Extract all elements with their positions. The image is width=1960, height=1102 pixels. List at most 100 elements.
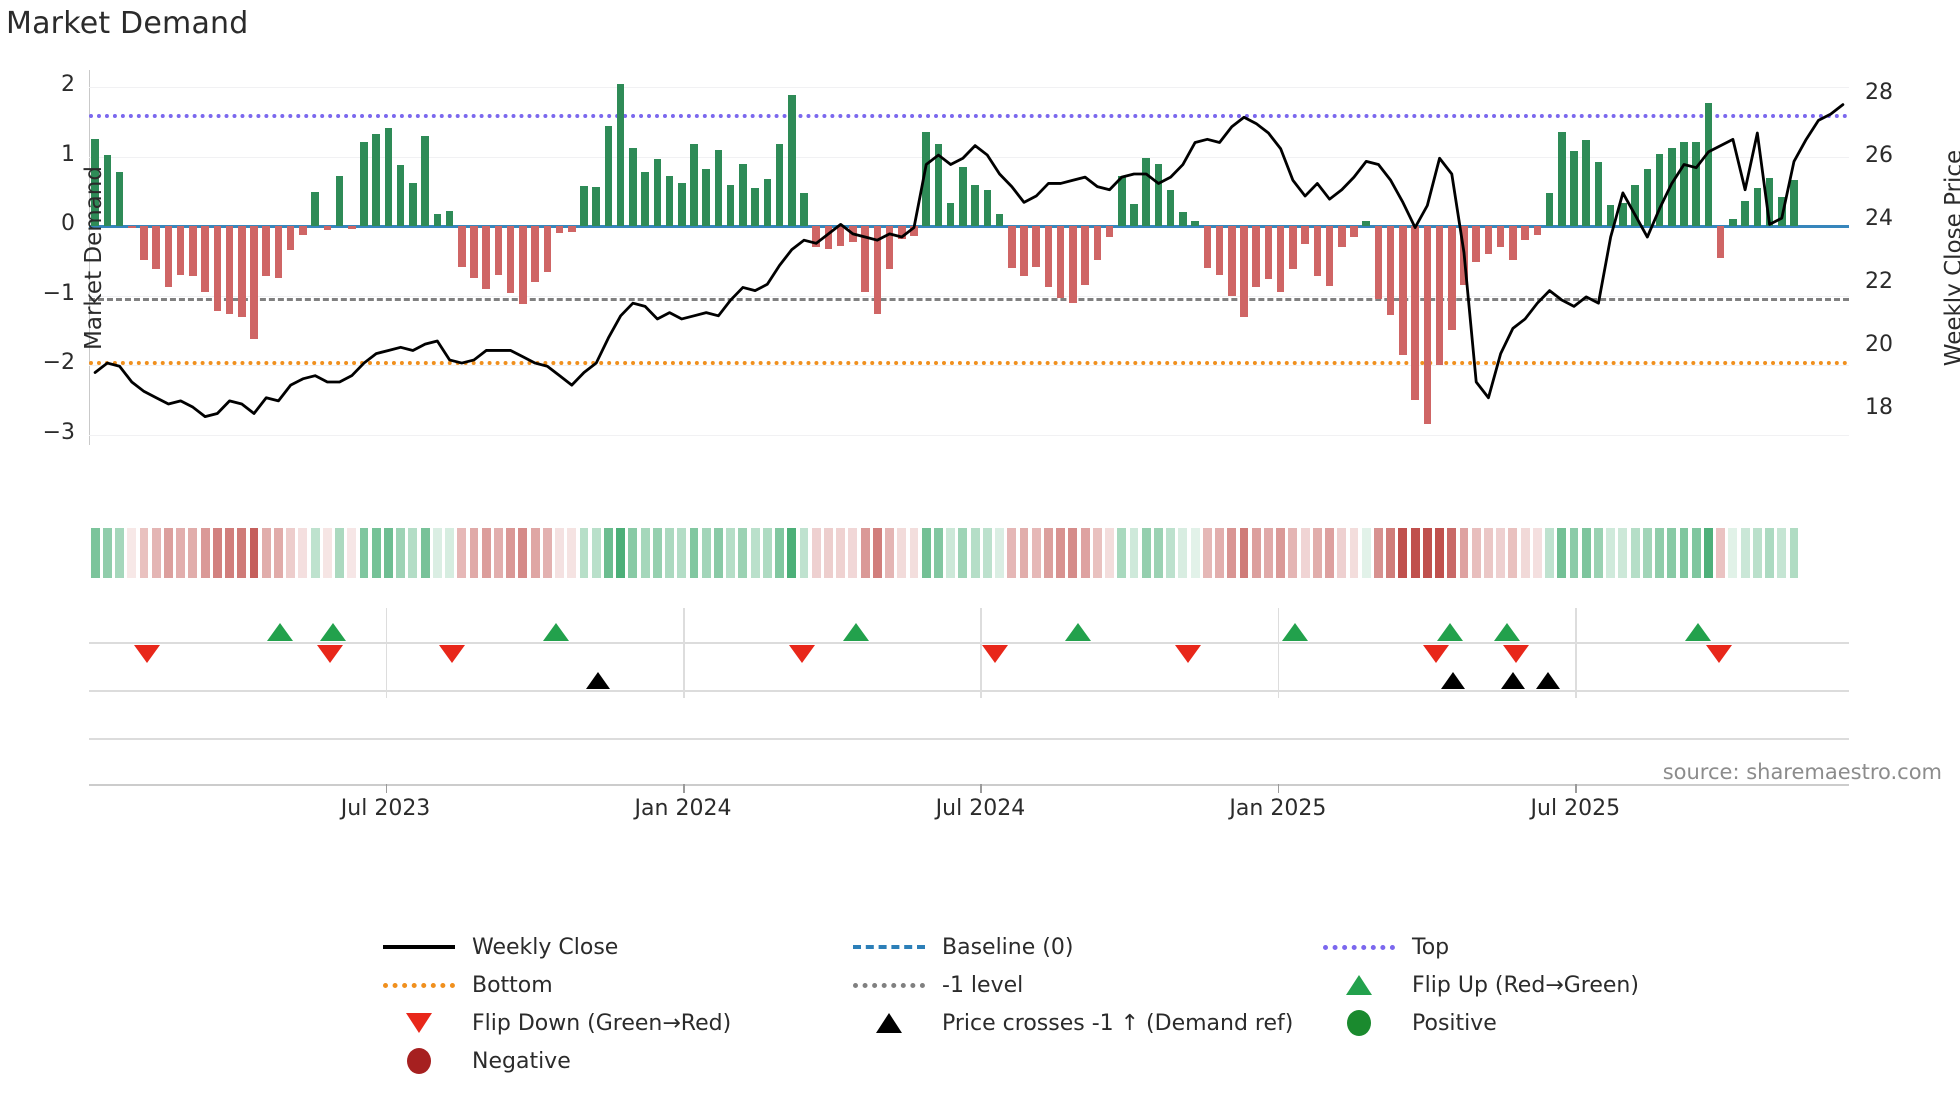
heat-cell [726, 528, 736, 578]
legend-item-bottom: Bottom [380, 973, 850, 998]
demand-bar [1289, 226, 1297, 270]
heat-cell [1056, 528, 1066, 578]
demand-bar [1411, 226, 1419, 400]
heat-cell [1581, 528, 1591, 578]
x-tick-label: Jul 2024 [935, 796, 1026, 821]
legend-item-positive: Positive [1320, 1010, 1700, 1036]
demand-bar [592, 187, 600, 227]
flip-up-marker-icon [843, 623, 870, 641]
legend-item-label: -1 level [942, 972, 1024, 998]
heat-cell [787, 528, 797, 578]
flip-up-marker-icon [1684, 623, 1711, 641]
demand-bar [653, 158, 662, 227]
demand-bar [335, 176, 344, 227]
heat-cell [1227, 528, 1237, 578]
legend-item-label: Flip Up (Red→Green) [1412, 972, 1639, 998]
plot-frame [89, 70, 1849, 445]
demand-bar [1484, 226, 1493, 255]
heat-cell [506, 528, 516, 578]
demand-bar [934, 144, 943, 227]
demand-bar [580, 185, 588, 227]
demand-bar [1325, 226, 1334, 286]
demand-bar [494, 226, 503, 275]
heat-cell [371, 528, 381, 578]
heat-cell [652, 528, 662, 578]
demand-bar [506, 226, 515, 293]
demand-bar [1020, 226, 1028, 277]
demand-bar [1264, 226, 1273, 280]
demand-bar [152, 226, 160, 270]
demand-bar [946, 202, 955, 227]
weekly-close-line-icon [380, 935, 458, 959]
heat-cell [1276, 528, 1286, 578]
demand-bar [1227, 226, 1236, 296]
demand-bar [1447, 226, 1456, 331]
heat-cell [1618, 528, 1628, 578]
heat-cell [811, 528, 821, 578]
chart-legend: Weekly Close Baseline (0) Top Bottom -1 leve… [380, 928, 1700, 1080]
demand-bar [1007, 226, 1016, 268]
demand-bar [274, 226, 283, 278]
demand-bar [299, 226, 307, 235]
flip-down-marker-icon [1705, 645, 1732, 663]
x-tick-mark [980, 784, 983, 793]
flip-down-icon-glyph [406, 1013, 432, 1033]
demand-bar [1276, 226, 1285, 293]
legend-item-label: Flip Down (Green→Red) [472, 1010, 732, 1036]
heat-cell [1679, 528, 1689, 578]
heat-cell [762, 528, 772, 578]
heat-cell [1031, 528, 1041, 578]
demand-bar [1081, 226, 1089, 285]
marker-grid-tick [1277, 608, 1280, 698]
demand-bar [127, 226, 136, 229]
heat-cell [982, 528, 992, 578]
demand-bar [555, 226, 564, 234]
heat-cell [1019, 528, 1029, 578]
positive-dot-icon-glyph [1347, 1010, 1371, 1036]
demand-bar [751, 188, 759, 227]
heat-cell [1606, 528, 1616, 578]
heat-cell [1545, 528, 1554, 578]
legend-item-negative: Negative [380, 1048, 850, 1074]
heat-cell [518, 528, 528, 578]
flip-up-marker-icon [1065, 623, 1092, 641]
heat-cell [1300, 528, 1310, 578]
heat-cell [1325, 528, 1334, 578]
heat-cell [322, 528, 332, 578]
demand-bar [1117, 175, 1126, 227]
heat-cell [1777, 528, 1787, 578]
heat-cell [90, 528, 100, 578]
y-axis-left-label-text: Market Demand [81, 165, 108, 350]
heat-cell [1691, 528, 1701, 578]
demand-bar [1667, 148, 1676, 227]
marker-grid-tick [385, 608, 388, 698]
demand-bar [1093, 226, 1102, 260]
heat-cell [921, 528, 931, 578]
demand-bar [567, 226, 576, 232]
demand-bar [616, 83, 625, 227]
demand-bar [176, 226, 185, 275]
flip-up-marker-icon [543, 623, 570, 641]
heat-cell [824, 528, 833, 578]
heat-cell [396, 528, 406, 578]
x-tick-label: Jul 2023 [340, 796, 431, 821]
heat-cell [347, 528, 357, 578]
demand-bar [604, 126, 613, 227]
demand-heat-strip [89, 528, 1849, 578]
price-cross-up-icon [850, 1011, 928, 1035]
demand-bar [1729, 219, 1737, 227]
demand-bar [1252, 226, 1260, 288]
heat-cell [261, 528, 271, 578]
flip-down-marker-icon [1423, 645, 1450, 663]
heat-cell [848, 528, 858, 578]
flip-up-marker-icon [266, 623, 293, 641]
price-line-path [93, 103, 1845, 419]
heat-cell [897, 528, 907, 578]
heat-cell [628, 528, 638, 578]
heat-cell [1264, 528, 1273, 578]
heat-cell [102, 528, 112, 578]
demand-bar [1374, 226, 1383, 300]
heat-cell [1655, 528, 1664, 578]
demand-bar [1594, 162, 1603, 227]
demand-bar [1215, 226, 1224, 275]
